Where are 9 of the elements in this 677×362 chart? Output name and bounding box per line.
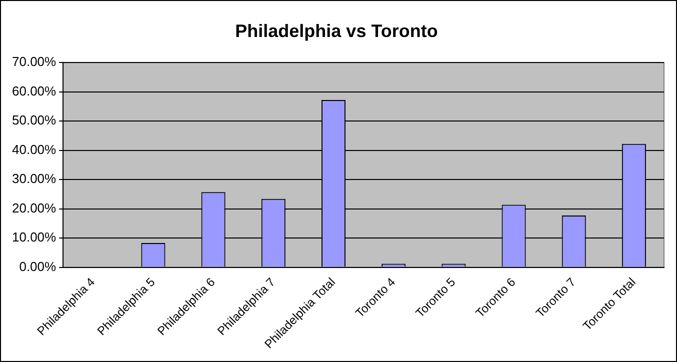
y-tick-label: 30.00% — [12, 171, 57, 186]
y-tick-label: 60.00% — [12, 83, 57, 98]
y-tick-label: 0.00% — [19, 258, 57, 274]
y-tick-label: 40.00% — [12, 142, 57, 157]
y-tick-label: 70.00% — [12, 54, 57, 70]
y-tick-label: 20.00% — [12, 200, 57, 216]
chart-title: Philadelphia vs Toronto — [235, 20, 438, 41]
y-tick-label: 10.00% — [12, 230, 57, 245]
y-tick-label: 50.00% — [12, 112, 57, 128]
